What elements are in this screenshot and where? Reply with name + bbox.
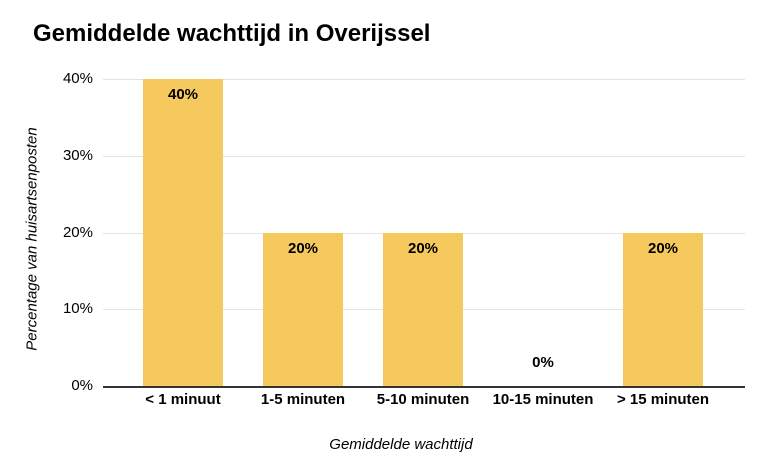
plot-area: 40% 20% 20% 0% 20% [103,79,745,388]
gridline [103,155,745,157]
y-tick-label: 40% [62,70,93,87]
y-tick-label: 10% [62,300,93,318]
bar-2 [383,232,463,386]
bar-value-label: 20% [407,239,439,257]
bar-0 [143,79,223,386]
y-tick-label: 0% [71,377,93,394]
chart-title: Gemiddelde wachttijd in Overijssel [33,20,431,47]
bar-value-label: 40% [167,86,199,103]
x-category-label: 5-10 minuten [376,391,470,408]
bar-1 [263,232,343,386]
x-category-label: 10-15 minuten [492,391,594,408]
bar-value-label: 20% [287,239,319,257]
bar-value-label: 0% [532,354,554,371]
y-tick-label: 20% [62,223,93,241]
x-category-label: 1-5 minuten [260,391,346,408]
gridline [103,79,745,80]
bar-value-label: 20% [647,239,679,257]
x-category-label: < 1 minuut [145,391,221,408]
y-tick-label: 30% [62,146,93,164]
bar-4 [623,232,703,386]
x-category-label: > 15 minuten [616,391,710,408]
x-axis-title: Gemiddelde wachttijd [329,436,473,453]
